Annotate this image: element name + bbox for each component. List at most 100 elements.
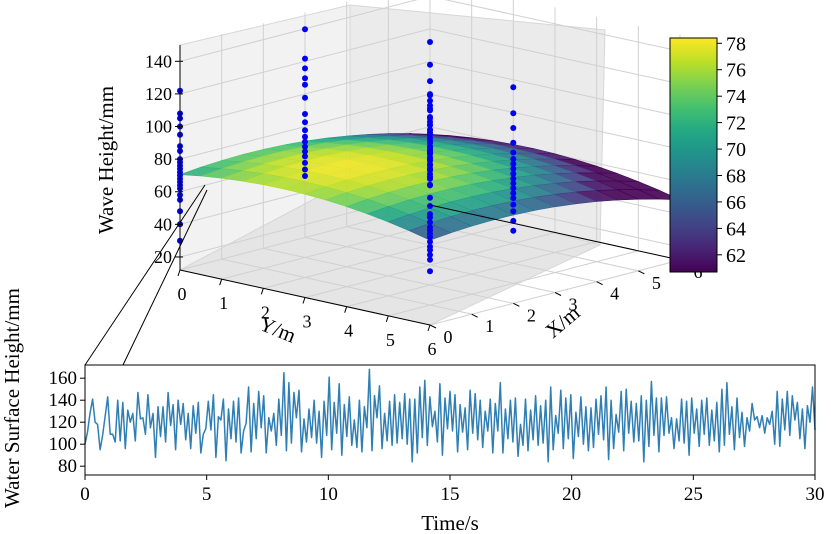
measurement-point — [302, 111, 308, 117]
measurement-point — [510, 208, 517, 215]
ts-y-tick-label: 120 — [49, 412, 78, 433]
measurement-point — [510, 195, 517, 202]
water-surface-line — [84, 368, 816, 463]
colorbar-tick-label: 66 — [726, 192, 746, 214]
x-tick-label: 0 — [444, 327, 453, 347]
ts-x-tick-label: 25 — [684, 484, 703, 505]
ts-x-tick-label: 5 — [202, 484, 212, 505]
measurement-point — [427, 61, 433, 68]
surface-plot-3d: 2040608010012014001234560123456 Wave Hei… — [94, 0, 703, 359]
y-tick-mark — [427, 324, 431, 332]
y-tick-mark — [344, 306, 348, 313]
y-tick-label: 0 — [178, 284, 187, 304]
measurement-point — [427, 243, 433, 250]
measurement-point — [510, 175, 517, 182]
x-tick-mark — [638, 270, 645, 275]
axes-3d: 2040608010012014001234560123456 — [145, 45, 703, 359]
measurement-point — [427, 91, 433, 98]
measurement-point — [427, 251, 433, 258]
z-axis-label: Wave Height/mm — [94, 86, 118, 234]
z-tick-label: 40 — [154, 214, 172, 234]
zoom-connector-line — [84, 184, 206, 366]
x-tick-mark — [429, 324, 437, 329]
measurement-point — [427, 131, 433, 138]
wall-grid-line — [179, 0, 681, 62]
z-tick-label: 20 — [154, 247, 172, 267]
measurement-point — [427, 171, 433, 177]
measurement-point — [427, 97, 433, 104]
measurement-point — [510, 139, 517, 146]
x-tick-label: 4 — [610, 284, 619, 304]
measurement-point — [427, 219, 433, 226]
measurement-point — [510, 110, 517, 117]
measurement-point — [302, 159, 308, 166]
measurement-point — [510, 156, 517, 162]
y-tick-mark — [260, 288, 264, 295]
measurement-point — [427, 175, 433, 182]
measurement-point — [427, 140, 433, 146]
measurement-point — [302, 94, 308, 101]
measurement-point — [302, 138, 308, 145]
y-tick-label: 4 — [344, 321, 353, 341]
ts-y-tick-label: 100 — [49, 434, 78, 455]
measurement-point — [427, 268, 433, 275]
zoom-connector-line — [122, 189, 208, 366]
y-tick-label: 5 — [386, 330, 395, 350]
y-tick-mark — [219, 279, 223, 286]
colorbar-tick-label: 76 — [726, 60, 746, 82]
ts-x-tick-label: 15 — [441, 484, 460, 505]
ts-x-axis-label: Time/s — [421, 511, 479, 534]
measurement-point — [302, 55, 308, 62]
y-tick-label: 6 — [428, 339, 437, 359]
measurement-point — [302, 127, 308, 134]
x-axis-line — [429, 204, 681, 261]
measurement-point — [302, 81, 308, 88]
measurement-point — [302, 133, 308, 140]
y-tick-mark — [385, 315, 389, 322]
x-tick-label: 5 — [652, 273, 661, 293]
measurement-point — [302, 166, 308, 173]
measurement-point — [427, 127, 433, 133]
measurement-point — [427, 156, 433, 163]
x-tick-mark — [596, 281, 603, 286]
measurement-point — [427, 114, 433, 120]
measurement-point — [510, 217, 517, 224]
colorbar-tick-label: 70 — [726, 139, 746, 161]
z-tick-label: 80 — [154, 149, 172, 169]
measurement-point — [510, 190, 517, 197]
measurement-point — [427, 182, 433, 189]
y-axis-label: Y/m — [256, 311, 300, 347]
y-tick-label: 3 — [303, 312, 312, 332]
measurement-point — [302, 173, 308, 179]
measurement-point — [427, 238, 433, 245]
z-tick-label: 100 — [145, 117, 172, 137]
ts-x-tick-label: 10 — [319, 484, 338, 505]
measurement-point — [510, 201, 517, 208]
ts-y-tick-label: 140 — [49, 390, 78, 411]
wall-grid-line — [179, 28, 681, 95]
ts-x-tick-label: 0 — [80, 484, 90, 505]
colorbar-tick-label: 74 — [726, 86, 746, 108]
measurement-point — [427, 224, 433, 231]
x-axis-label: X/m — [540, 300, 584, 342]
measurement-point — [427, 107, 433, 114]
measurement-point — [427, 39, 433, 45]
x-tick-mark — [471, 313, 478, 318]
measurement-point — [510, 185, 517, 192]
measurement-point — [427, 203, 433, 209]
ts-y-tick-label: 160 — [49, 368, 78, 389]
y-tick-label: 1 — [219, 293, 228, 313]
measurement-point — [510, 170, 517, 177]
ts-y-axis-label: Water Surface Height/mm — [0, 288, 24, 508]
y-tick-mark — [177, 269, 181, 277]
measurement-point — [302, 65, 308, 72]
measurement-point — [427, 166, 433, 173]
colorbar-tick-label: 78 — [726, 33, 746, 55]
measurement-point — [302, 75, 308, 82]
colorbar-tick-label: 62 — [726, 245, 746, 267]
floor-grid-line — [388, 250, 639, 317]
x-tick-mark — [554, 292, 562, 296]
z-tick-label: 60 — [154, 182, 172, 202]
